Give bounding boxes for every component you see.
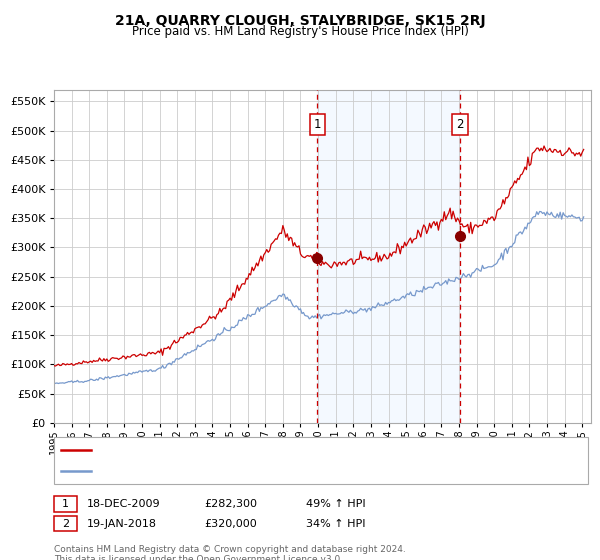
Bar (317, 90, 460, 423)
Text: Price paid vs. HM Land Registry's House Price Index (HPI): Price paid vs. HM Land Registry's House … (131, 25, 469, 38)
Text: 19-JAN-2018: 19-JAN-2018 (87, 519, 157, 529)
Text: 21A, QUARRY CLOUGH, STALYBRIDGE, SK15 2RJ: 21A, QUARRY CLOUGH, STALYBRIDGE, SK15 2R… (115, 14, 485, 28)
Text: 2: 2 (62, 519, 69, 529)
Text: 2: 2 (456, 118, 464, 131)
Text: Contains HM Land Registry data © Crown copyright and database right 2024.
This d: Contains HM Land Registry data © Crown c… (54, 545, 406, 560)
Text: £282,300: £282,300 (204, 499, 257, 509)
Text: 34% ↑ HPI: 34% ↑ HPI (306, 519, 365, 529)
Text: HPI: Average price, detached house, Tameside: HPI: Average price, detached house, Tame… (97, 466, 339, 476)
Text: 1: 1 (62, 499, 69, 509)
Text: 18-DEC-2009: 18-DEC-2009 (87, 499, 161, 509)
Text: 21A, QUARRY CLOUGH, STALYBRIDGE, SK15 2RJ (detached house): 21A, QUARRY CLOUGH, STALYBRIDGE, SK15 2R… (97, 445, 439, 455)
Text: £320,000: £320,000 (204, 519, 257, 529)
Text: 49% ↑ HPI: 49% ↑ HPI (306, 499, 365, 509)
Text: 1: 1 (314, 118, 321, 131)
